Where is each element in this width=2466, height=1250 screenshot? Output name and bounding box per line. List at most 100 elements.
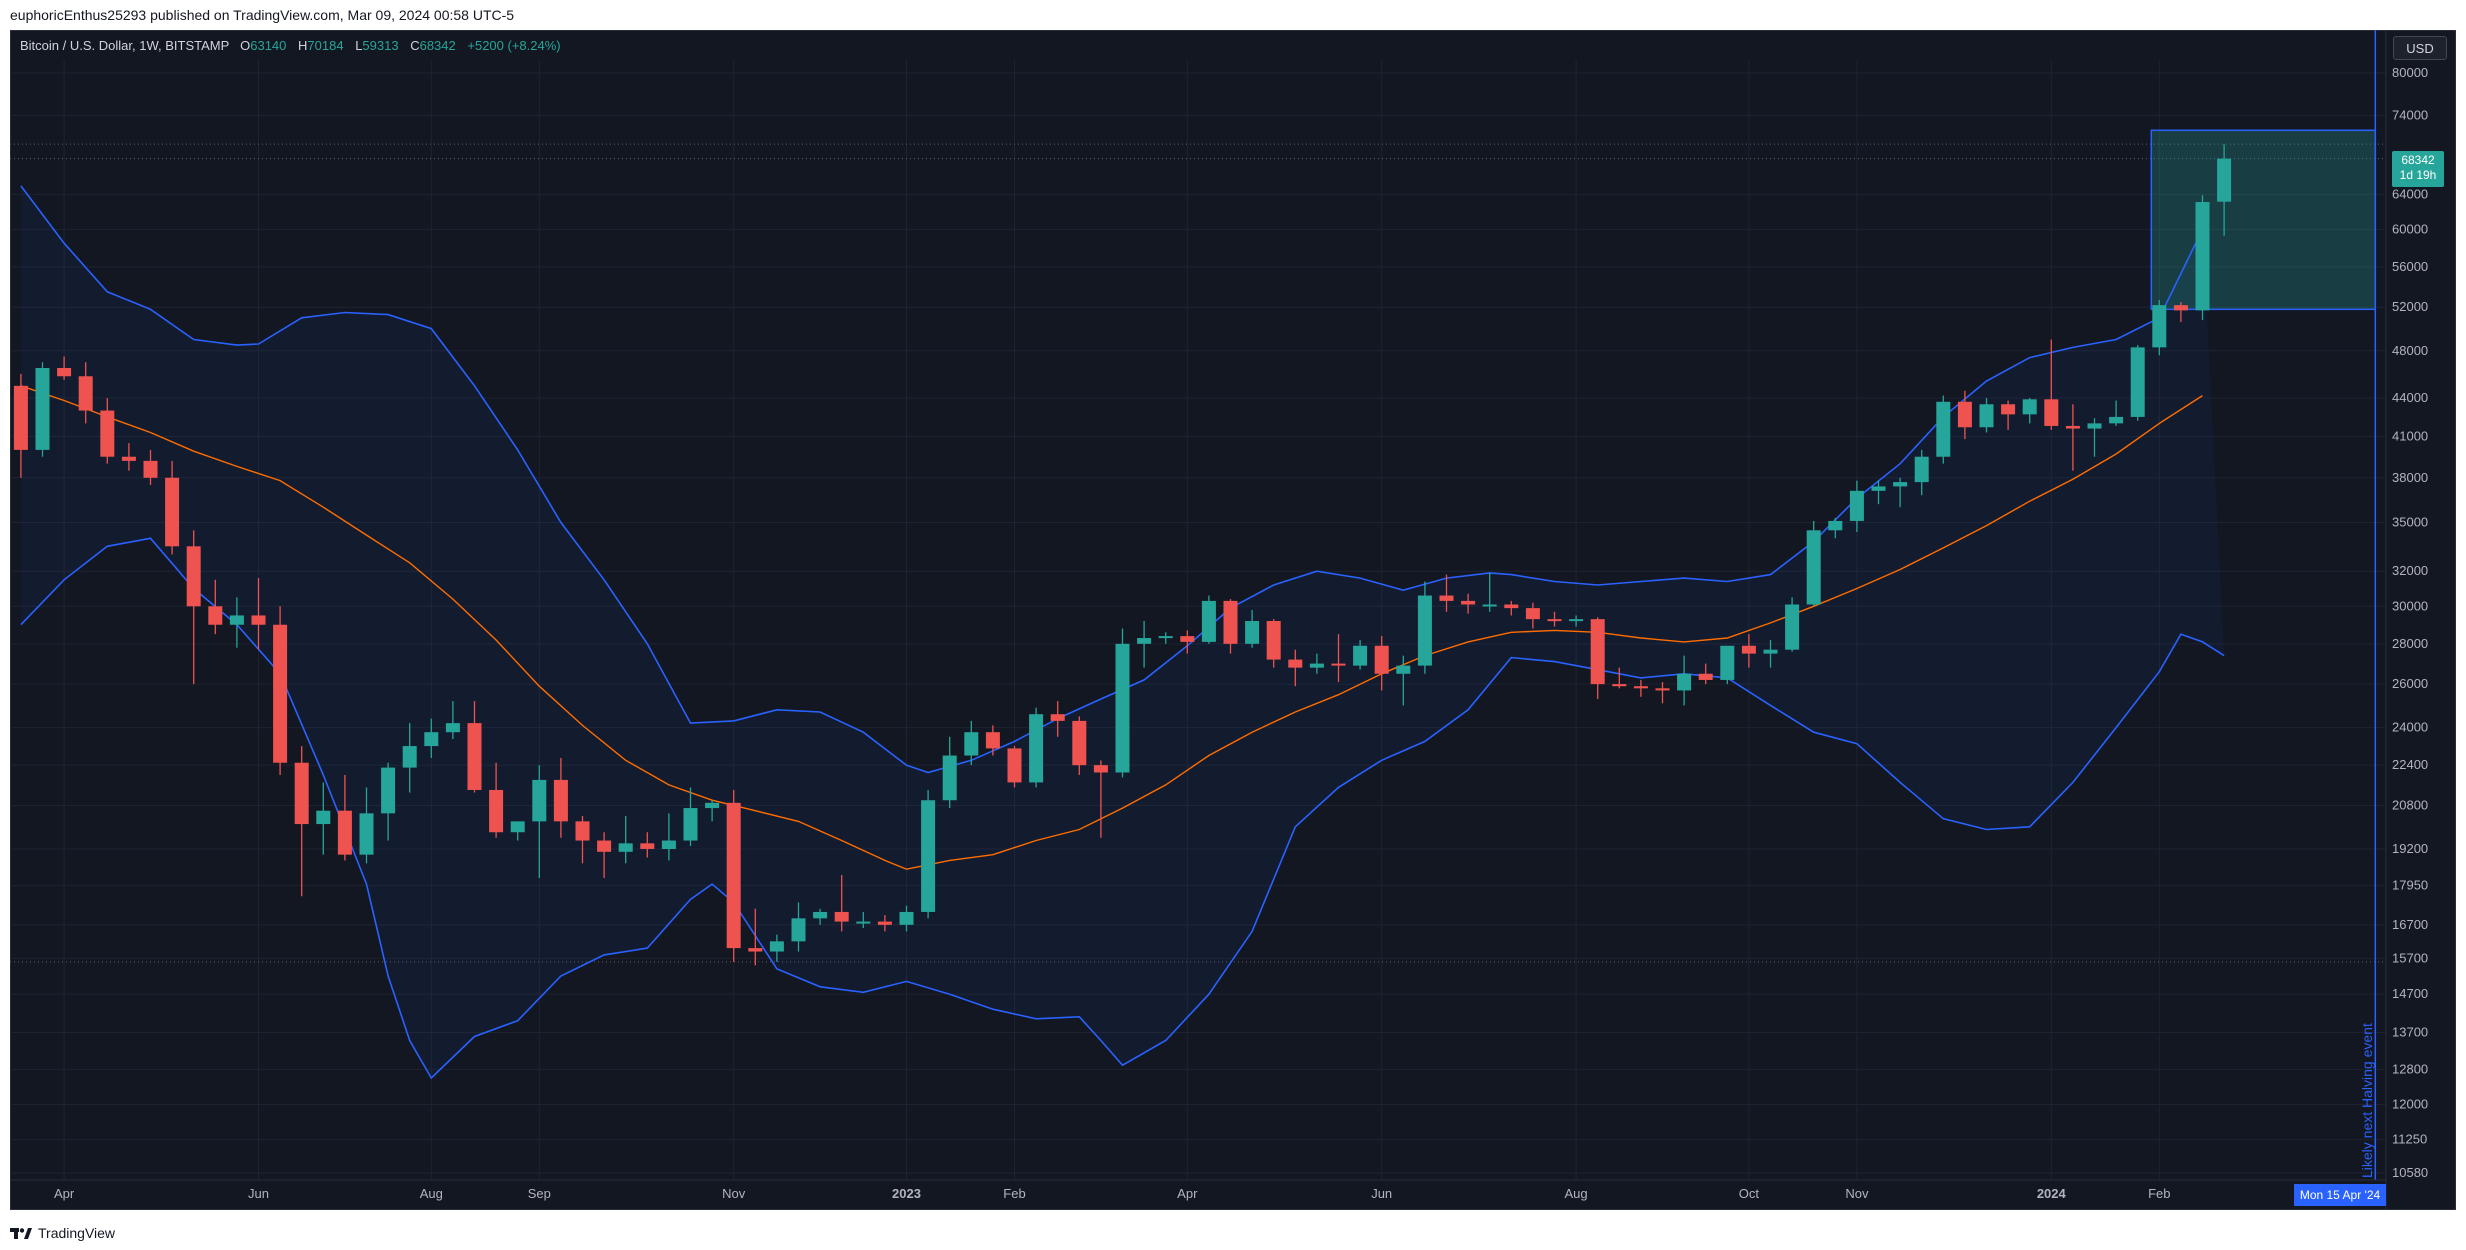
candle-body [2152,305,2167,348]
candle [402,723,417,793]
time-tick-label: Sep [528,1186,551,1201]
candle-body [597,840,612,852]
candle-body [1374,645,1389,674]
footer: TradingView [10,1222,115,1244]
candle-body [2130,347,2145,417]
candle-body [813,911,828,919]
candle [661,813,676,861]
candle [165,460,180,555]
candle [100,398,115,464]
candle [1374,636,1389,691]
candle-body [618,843,633,852]
candle [229,597,244,648]
candle-body [640,843,655,849]
candle-body [1223,600,1238,644]
candle [1309,653,1324,674]
candle-body [251,615,266,625]
candle [1093,760,1108,838]
candle-body [316,810,331,825]
candle [13,373,28,478]
candle-body [1007,748,1022,783]
time-tick-label: 2024 [2037,1186,2067,1201]
candle [1266,619,1281,668]
candle-body [1569,619,1584,622]
candle [942,736,957,809]
time-tick-label: Jun [248,1186,269,1201]
price-tick-label: 20800 [2392,797,2428,812]
candle [251,578,266,650]
price-tick-label: 12000 [2392,1097,2428,1112]
time-tick-label: 2023 [892,1186,921,1201]
candle [1763,639,1778,668]
band-fill-area [20,185,2225,1078]
price-tick-label: 24000 [2392,720,2428,735]
publisher-line: euphoricEnthus25293 published on Trading… [10,7,515,23]
legend-close-key: C [410,38,420,53]
candle [705,800,720,822]
candle [1504,600,1519,616]
candle-body [661,840,676,849]
grid-lines [10,60,2386,1180]
candle [1569,615,1584,627]
time-tick-label: Jun [1371,1186,1392,1201]
candle-body [381,767,396,814]
candle-body [2087,423,2102,429]
candle [1871,480,1886,505]
candle [2065,404,2080,471]
candle-body [1504,604,1519,609]
price-tick-label: 28000 [2392,636,2428,651]
candle-body [2173,305,2188,311]
candles [13,144,2232,966]
candle [2195,195,2210,320]
candle-body [2022,399,2037,415]
candle [78,362,93,424]
candle-body [78,376,93,411]
candle-body [1655,688,1670,691]
price-tick-label: 10580 [2392,1165,2428,1180]
candle [618,816,633,864]
candle [1331,634,1346,683]
price-tick-label: 13700 [2392,1024,2428,1039]
candle [316,782,331,855]
candle-body [899,911,914,925]
candle [2087,418,2102,457]
candle [597,832,612,879]
candle-body [1353,645,1368,666]
legend-high-key: H [298,38,308,53]
price-tick-label: 38000 [2392,470,2428,485]
price-tick-label: 15700 [2392,950,2428,965]
candle [553,757,568,838]
candle [1741,634,1756,668]
candle-body [1266,621,1281,660]
candle-body [1828,520,1843,531]
candle-body [1180,636,1195,642]
currency-button[interactable]: USD [2393,36,2447,60]
time-tick-label: Aug [1565,1186,1588,1201]
time-tick-label: Nov [1845,1186,1869,1201]
candle [1461,593,1476,614]
legend-open: 63140 [250,38,287,53]
candle-body [964,732,979,756]
candle-body [1720,645,1735,680]
header-bar: euphoricEnthus25293 published on Trading… [0,0,2466,30]
candle-body [834,911,849,922]
candle-body [13,385,28,450]
candle [1525,602,1540,629]
horizontal-dotted-lines [10,143,2386,963]
candle-body [100,410,115,457]
price-axis: 10580 11250 12000 12800 13700 14700 15700 16700… [2385,30,2428,1210]
candle-body [942,755,957,801]
candle [1288,649,1303,687]
price-tick-label: 60000 [2392,221,2428,236]
candle [273,606,288,775]
candle-body [1785,604,1800,650]
candle [35,362,50,457]
legend-close: 68342 [419,38,456,53]
candle-body [1590,619,1605,685]
candle [985,725,1000,756]
candle-body [165,477,180,547]
candle [186,530,201,685]
candle [489,762,504,838]
candle-body [1137,638,1152,644]
